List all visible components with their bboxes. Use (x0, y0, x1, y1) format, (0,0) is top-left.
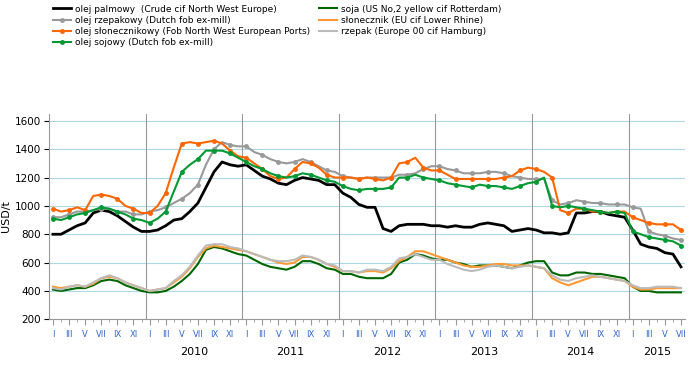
Text: 2015: 2015 (643, 347, 671, 357)
Text: 2010: 2010 (180, 347, 208, 357)
Text: 2013: 2013 (470, 347, 498, 357)
Text: 2014: 2014 (566, 347, 594, 357)
Legend: olej palmowy  (Crude cif North West Europe), olej rzepakowy (Dutch fob ex-mill),: olej palmowy (Crude cif North West Europ… (53, 4, 501, 47)
Text: 2011: 2011 (276, 347, 305, 357)
Text: 2012: 2012 (373, 347, 401, 357)
Y-axis label: USD/t: USD/t (1, 201, 11, 232)
